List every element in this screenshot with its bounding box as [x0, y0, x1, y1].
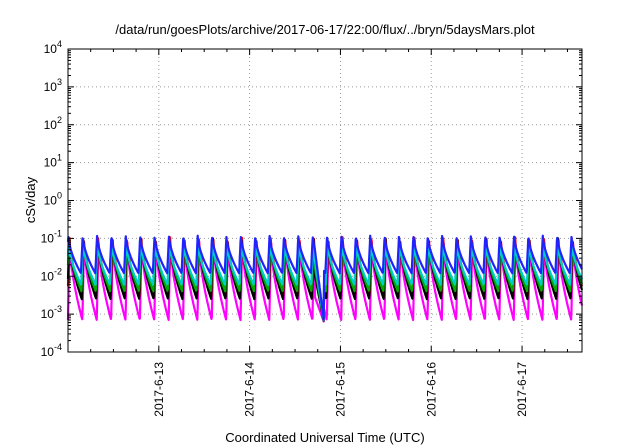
x-tick-label: 2017-6-14	[243, 362, 257, 417]
x-tick-label: 2017-6-15	[333, 362, 347, 417]
y-tick-label: 104	[44, 39, 62, 56]
chart-title: /data/run/goesPlots/archive/2017-06-17/2…	[115, 22, 535, 37]
y-tick-label: 10-2	[41, 266, 62, 283]
x-tick-label: 2017-6-17	[515, 362, 529, 417]
y-tick-label: 102	[44, 115, 62, 132]
y-tick-label: 10-4	[41, 342, 62, 359]
x-axis-title: Coordinated Universal Time (UTC)	[225, 430, 424, 445]
y-tick-label: 101	[44, 153, 62, 170]
x-tick-label: 2017-6-13	[152, 362, 166, 417]
y-axis-title: cSv/day	[23, 176, 38, 223]
x-axis: 2017-6-13 2017-6-14 2017-6-15 2017-6-16 2017…	[90, 49, 568, 417]
y-tick-label: 10-3	[41, 304, 62, 321]
series-layer	[66, 234, 584, 323]
y-tick-label: 100	[44, 191, 62, 208]
series-line	[66, 239, 584, 323]
y-tick-label: 103	[44, 77, 62, 94]
series-line	[66, 234, 583, 321]
y-tick-label: 10-1	[41, 228, 62, 245]
y-axis: 10-4 10-3 10-2 10-1 100 101 102 103 104	[41, 39, 582, 359]
x-tick-label: 2017-6-16	[424, 362, 438, 417]
